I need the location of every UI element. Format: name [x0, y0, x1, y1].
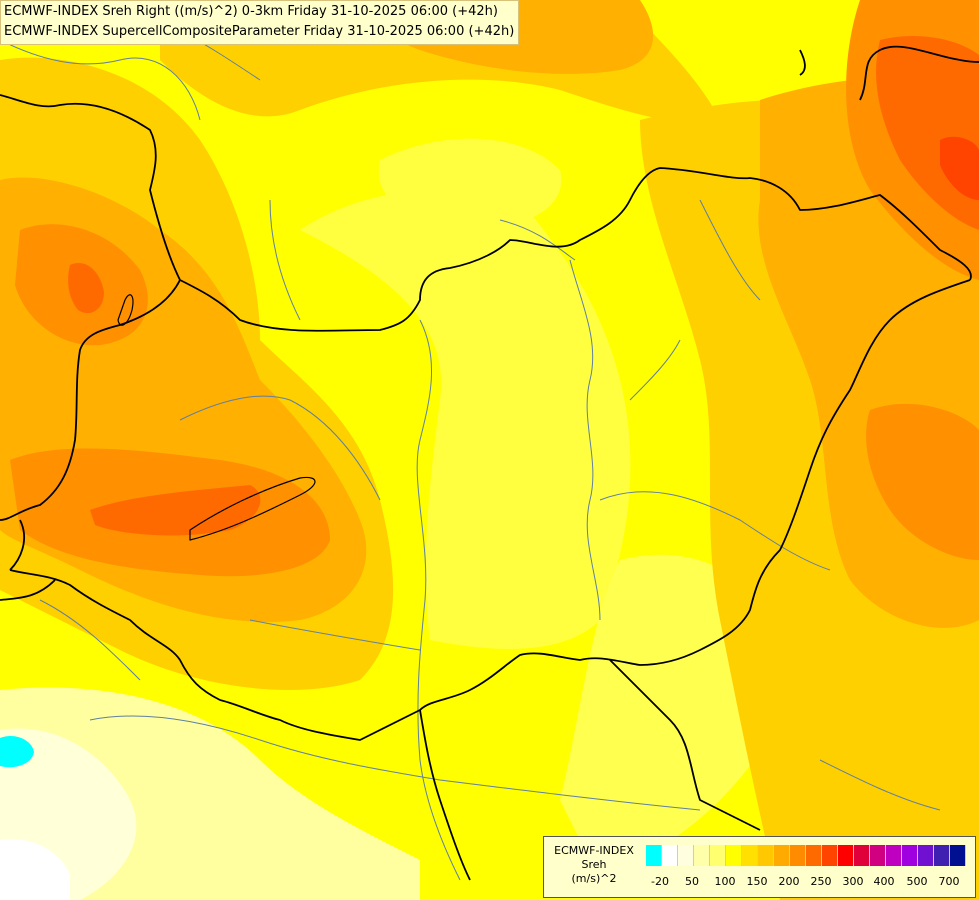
field-light-yellow-north [378, 138, 562, 230]
title-line-sreh: ECMWF-INDEX Sreh Right ((m/s)^2) 0-3km F… [4, 4, 498, 19]
legend-tick-label: 100 [714, 875, 736, 888]
legend-swatch [790, 845, 806, 866]
field-darkorange-southeast [866, 403, 979, 560]
legend-tick-label: 200 [778, 875, 800, 888]
legend-title: ECMWF-INDEX Sreh (m/s)^2 [544, 844, 644, 886]
legend-tick-label: 150 [746, 875, 768, 888]
legend-tick-label: 700 [938, 875, 960, 888]
field-light-yellow-center [300, 190, 631, 649]
legend-swatch [646, 845, 662, 866]
legend-tick-label: 250 [810, 875, 832, 888]
legend-swatch [822, 845, 838, 866]
field-white-southwest [0, 839, 70, 900]
map-title-box: ECMWF-INDEX Sreh Right ((m/s)^2) 0-3km F… [0, 0, 520, 45]
legend-swatch [854, 845, 870, 866]
legend-tick-label: 500 [906, 875, 928, 888]
legend-swatch [838, 845, 854, 866]
legend-swatch [678, 845, 694, 866]
legend-tick-label: -20 [651, 875, 669, 888]
legend-unit: (m/s)^2 [571, 872, 617, 885]
legend-tick-label: 400 [873, 875, 895, 888]
field-red-east [940, 136, 979, 200]
legend-swatch [774, 845, 790, 866]
legend-swatch [870, 845, 886, 866]
field-cyan-spot [0, 735, 34, 768]
legend-swatch [662, 845, 678, 866]
field-red-orange-west [68, 263, 104, 314]
legend-swatch [726, 845, 742, 866]
legend-tick-label: 50 [685, 875, 699, 888]
legend-tick-label: 300 [842, 875, 864, 888]
legend-swatch [694, 845, 710, 866]
legend-swatch [886, 845, 902, 866]
legend-swatch [934, 845, 950, 866]
legend-swatch [950, 845, 966, 866]
legend-swatches [646, 845, 966, 866]
legend-swatch [806, 845, 822, 866]
country-borders [0, 45, 979, 881]
color-legend: ECMWF-INDEX Sreh (m/s)^2 -20 50 100 150 200 2… [543, 836, 976, 898]
legend-ticks: -20 50 100 150 200 250 300 400 500 700 [646, 875, 970, 889]
title-line-scp: ECMWF-INDEX SupercellCompositeParameter … [4, 24, 515, 39]
legend-variable: Sreh [581, 858, 607, 871]
legend-swatch [710, 845, 726, 866]
legend-swatch [742, 845, 758, 866]
legend-source: ECMWF-INDEX [554, 844, 634, 857]
legend-swatch [918, 845, 934, 866]
legend-swatch [902, 845, 918, 866]
field-red-orange-lake [90, 485, 261, 536]
legend-swatch [758, 845, 774, 866]
